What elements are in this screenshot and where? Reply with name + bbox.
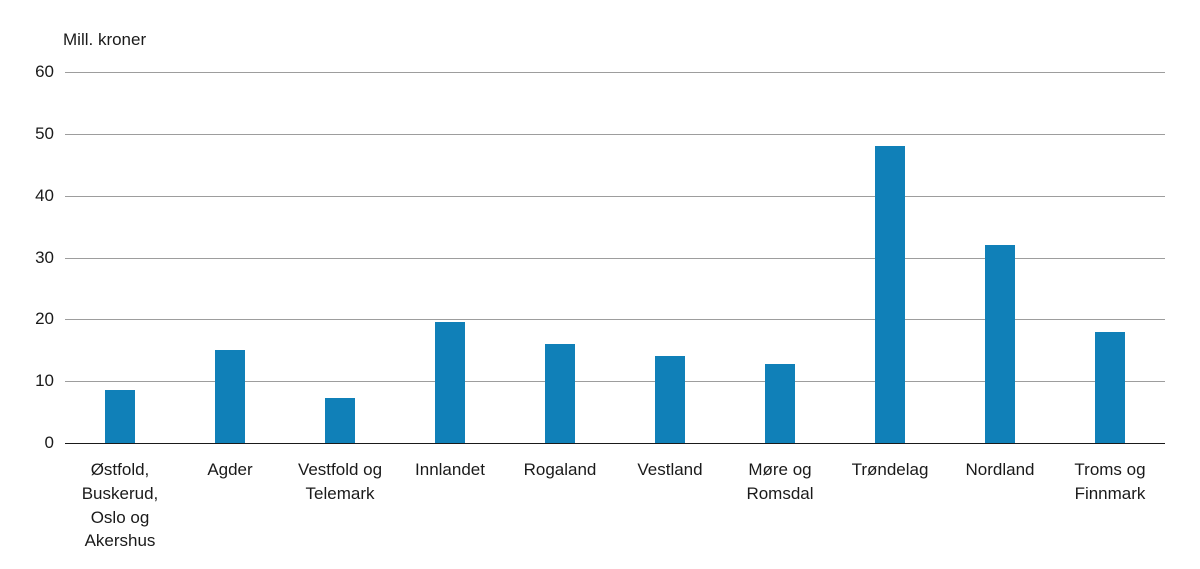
gridline (65, 195, 1165, 197)
category-label: Vestfold og Telemark (297, 460, 383, 503)
y-axis-unit-label: Mill. kroner (63, 30, 147, 49)
gridline (65, 381, 1165, 383)
bar-slot (1055, 72, 1165, 443)
gridline (65, 72, 1165, 73)
gridline (65, 257, 1165, 259)
y-tick-label: 30 (35, 247, 54, 267)
category-label: Agder (207, 460, 253, 479)
y-tick-label: 60 (35, 62, 54, 81)
category-label: Innlandet (415, 460, 485, 479)
bar-1 (105, 390, 135, 443)
y-tick-label: 10 (35, 371, 54, 391)
category-label: Trøndelag (851, 460, 929, 479)
bar-9 (985, 245, 1015, 443)
category-label: Rogaland (523, 460, 597, 479)
bar-slot (835, 72, 945, 443)
y-tick-label: 20 (35, 309, 54, 329)
bar-8 (875, 146, 905, 443)
category-label: Nordland (965, 460, 1035, 479)
bar-slot (615, 72, 725, 443)
x-axis-line (65, 443, 1165, 444)
bar-slot (285, 72, 395, 443)
bar-2 (215, 350, 245, 443)
gridline (65, 133, 1165, 135)
bar-10 (1095, 331, 1125, 443)
bar-7 (765, 363, 795, 443)
bar-6 (655, 356, 685, 443)
category-label: Troms og Finnmark (1074, 460, 1146, 503)
bar-slot (505, 72, 615, 443)
bar-slot (725, 72, 835, 443)
y-tick-label: 0 (44, 433, 54, 452)
bar-slot (65, 72, 175, 443)
bar-slot (175, 72, 285, 443)
y-tick-label: 40 (35, 185, 54, 205)
category-label: Vestland (637, 460, 703, 479)
bar-4 (435, 322, 465, 443)
bar-3 (325, 398, 355, 443)
y-tick-label: 50 (35, 123, 54, 143)
gridline (65, 319, 1165, 321)
plot-area (65, 72, 1165, 444)
bar-slot (395, 72, 505, 443)
bar-slot (945, 72, 1055, 443)
category-label: Østfold, Buskerud, Oslo og Akershus (81, 460, 159, 551)
bar-5 (545, 344, 575, 443)
bars-container (65, 72, 1165, 443)
x-axis-category-labels: Østfold, Buskerud, Oslo og Akershus Agder… (65, 458, 1165, 553)
category-label: Møre og Romsdal (746, 460, 814, 503)
